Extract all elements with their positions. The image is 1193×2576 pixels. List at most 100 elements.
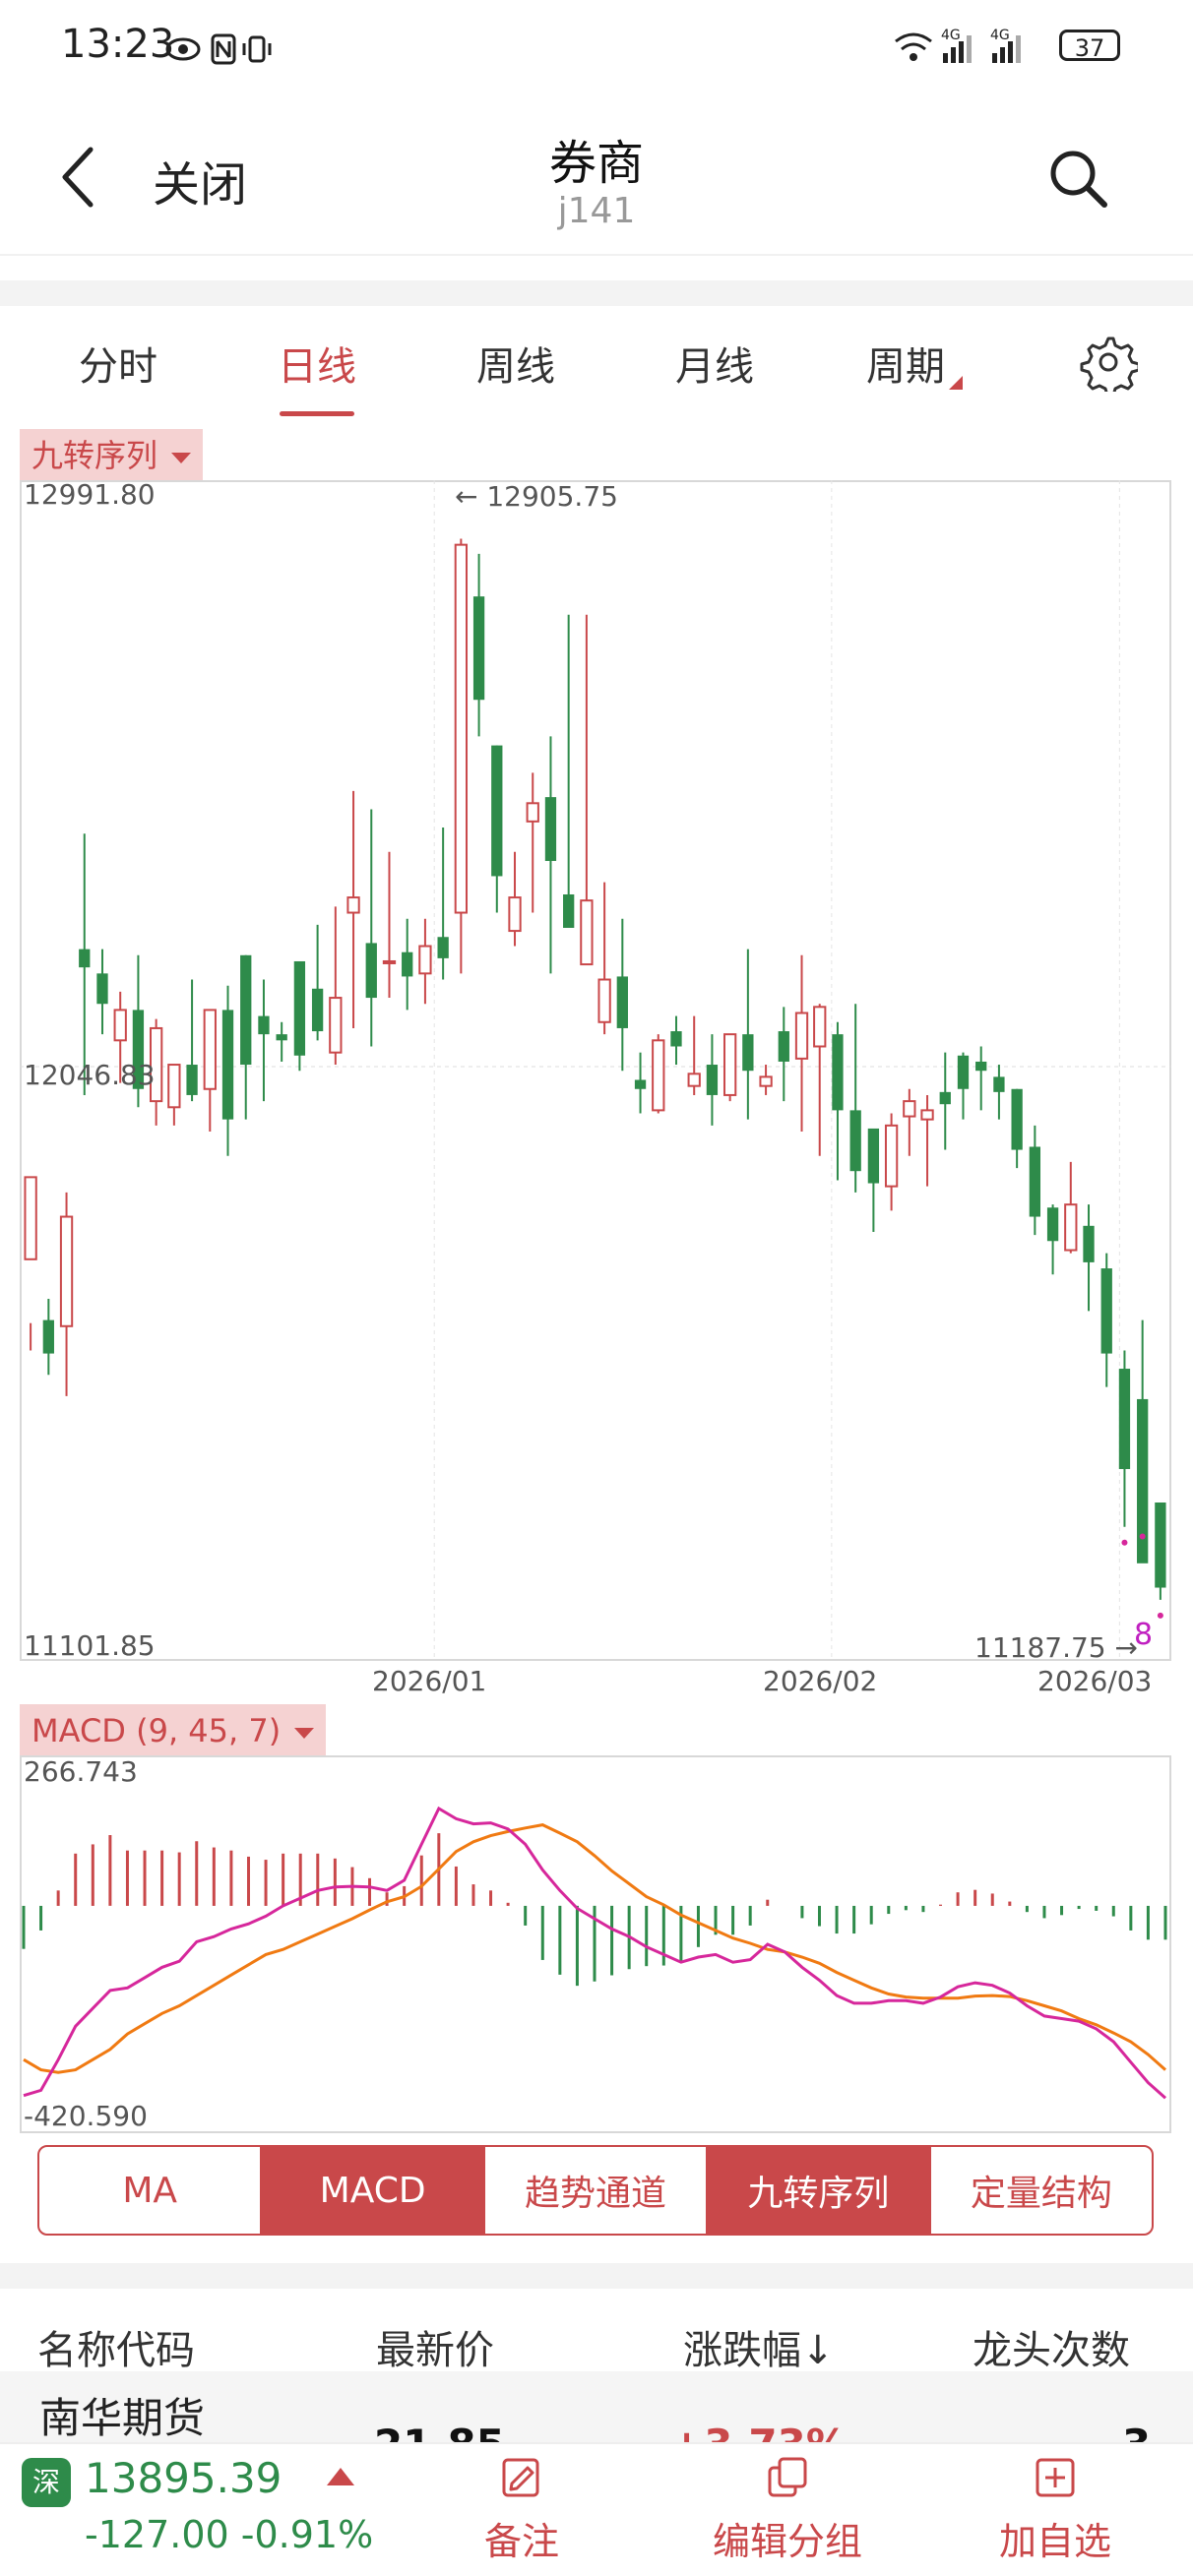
candle <box>311 924 324 1041</box>
candle-body <box>186 1065 198 1095</box>
candle-body <box>132 1010 145 1089</box>
index-price[interactable]: 13895.39 <box>85 2454 283 2502</box>
candle <box>957 1052 970 1120</box>
candle <box>346 790 360 1028</box>
candle-body <box>1118 1369 1131 1470</box>
candle-body <box>491 745 503 877</box>
edit-group-button[interactable]: 编辑分组 <box>699 2454 876 2565</box>
sequence-dot <box>1121 1539 1128 1546</box>
candle-body <box>706 1065 719 1095</box>
battery-icon: 37 <box>1059 30 1120 62</box>
candle <box>472 553 485 737</box>
candle-body <box>221 1010 234 1120</box>
indicator-trend-channel-button[interactable]: 趋势通道 <box>485 2147 709 2234</box>
indicator-nine-turn-button[interactable]: 九转序列 <box>708 2147 931 2234</box>
candle <box>132 954 145 1108</box>
candle-body <box>580 899 594 966</box>
candle-body <box>867 1128 880 1184</box>
table-row[interactable] <box>0 2371 1193 2455</box>
col-name-code[interactable]: 名称代码 <box>37 2328 195 2373</box>
add-watchlist-button[interactable]: 加自选 <box>967 2454 1144 2565</box>
candle-body <box>1155 1503 1166 1588</box>
tab-weekly[interactable]: 周线 <box>476 344 555 390</box>
candle-body <box>149 1026 163 1103</box>
candle <box>634 1052 647 1114</box>
kline-y-min: 11101.85 <box>24 1629 156 1662</box>
candle <box>544 736 557 974</box>
candle-body <box>616 976 628 1028</box>
candle-body <box>42 1319 54 1354</box>
dea-line <box>23 1823 1166 2074</box>
candle <box>24 1176 37 1351</box>
tab-daily[interactable]: 日线 <box>278 344 356 390</box>
tab-period-select[interactable]: 周期 <box>866 344 945 390</box>
candle <box>1137 1319 1149 1564</box>
candle-body <box>167 1064 181 1109</box>
candle <box>993 1065 1005 1120</box>
kline-low-marker: 11187.75 → <box>974 1631 1138 1664</box>
back-arrow-icon[interactable] <box>51 138 110 216</box>
gear-icon[interactable] <box>1079 333 1138 392</box>
indicator-macd-button[interactable]: MACD <box>262 2147 485 2234</box>
candle <box>580 614 594 966</box>
page-title: 券商 <box>548 136 644 191</box>
candle-body <box>544 797 557 862</box>
kline-chart-frame <box>20 480 1171 1661</box>
candle <box>597 882 611 1035</box>
candle-body <box>759 1075 773 1087</box>
macd-indicator-selector[interactable]: MACD (9, 45, 7) <box>20 1704 327 1757</box>
candle <box>203 1009 217 1133</box>
expand-up-icon[interactable] <box>327 2468 354 2485</box>
section-gap <box>0 280 1193 306</box>
candle <box>149 1018 163 1126</box>
candle-body <box>722 1033 737 1096</box>
x-label-feb: 2026/02 <box>763 1665 878 1697</box>
candle-body <box>1137 1398 1149 1564</box>
search-icon[interactable] <box>1043 144 1114 215</box>
candle <box>849 1004 861 1193</box>
macd-y-max: 266.743 <box>24 1755 138 1788</box>
note-label: 备注 <box>483 2520 559 2563</box>
candle-body <box>59 1215 74 1327</box>
col-latest-price[interactable]: 最新价 <box>376 2328 494 2373</box>
col-change-pct[interactable]: 涨跌幅↓ <box>683 2328 835 2373</box>
sequence-dot <box>1139 1533 1146 1540</box>
candle <box>258 979 270 1102</box>
candle <box>706 1034 719 1126</box>
candle-body <box>418 945 432 975</box>
candle-body <box>1029 1146 1041 1217</box>
candle-body <box>634 1079 647 1089</box>
candle <box>652 1034 665 1114</box>
kline-indicator-label: 九转序列 <box>31 437 158 474</box>
indicator-ma-button[interactable]: MA <box>39 2147 263 2234</box>
bottom-bar <box>0 2442 1193 2576</box>
candle-body <box>365 943 377 999</box>
candle <box>454 538 469 974</box>
candle <box>1100 1253 1112 1387</box>
tab-monthly[interactable]: 月线 <box>675 344 754 390</box>
kline-indicator-selector[interactable]: 九转序列 <box>20 429 204 482</box>
note-button[interactable]: 备注 <box>433 2454 610 2565</box>
col-leader-count[interactable]: 龙头次数 <box>973 2328 1130 2373</box>
svg-text:4G: 4G <box>990 28 1010 43</box>
candle <box>186 979 198 1102</box>
kline-chart[interactable] <box>20 480 1171 1661</box>
candle <box>1011 1088 1023 1169</box>
candle-body <box>437 937 449 958</box>
candle <box>382 851 397 999</box>
tab-intraday[interactable]: 分时 <box>79 344 157 390</box>
candle <box>79 833 91 1095</box>
candle-body <box>346 896 360 914</box>
candle <box>365 809 377 1047</box>
candle <box>939 1052 951 1150</box>
macd-chart[interactable] <box>20 1755 1171 2133</box>
candle-body <box>742 1034 754 1072</box>
candle <box>276 1021 287 1062</box>
indicator-button-group: MA MACD 趋势通道 九转序列 定量结构 <box>37 2145 1154 2236</box>
candle-body <box>79 949 91 968</box>
candle-body <box>240 954 252 1066</box>
indicator-quant-structure-button[interactable]: 定量结构 <box>970 2174 1112 2214</box>
candle <box>1118 1350 1131 1527</box>
close-button[interactable]: 关闭 <box>153 157 248 213</box>
section-gap <box>0 2263 1193 2289</box>
